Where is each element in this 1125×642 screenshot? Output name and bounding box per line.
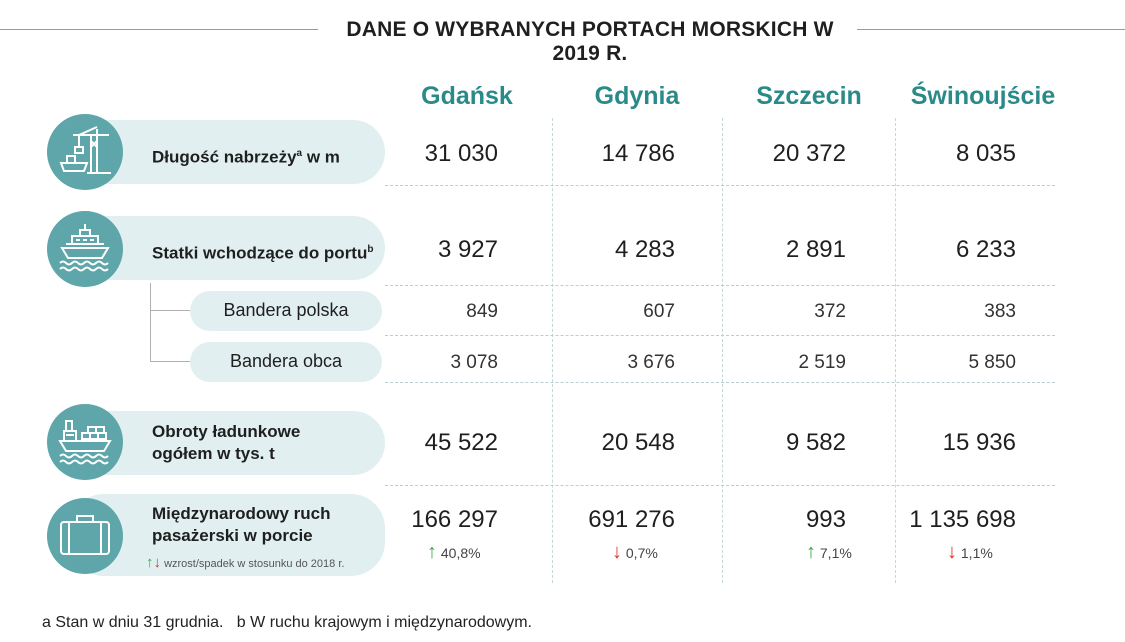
change-indicator: ↑ 7,1% — [806, 541, 852, 563]
value-cell: 1 135 698 — [909, 506, 1016, 533]
value-cell: 383 — [984, 301, 1016, 322]
value-cell: 849 — [466, 301, 498, 322]
arrow-up-icon: ↑ — [806, 541, 816, 563]
value-cell: 9 582 — [785, 429, 846, 456]
city-header-gdynia: Gdynia — [594, 82, 680, 110]
crane-ship-icon — [57, 125, 113, 180]
value-cell: 8 035 — [955, 140, 1016, 167]
row-label-quay: Długość nabrzeżya w m — [152, 147, 340, 167]
page-title: DANE O WYBRANYCH PORTACH MORSKICH W 2019… — [346, 18, 834, 65]
city-header-szczecin: Szczecin — [756, 82, 862, 110]
value-cell: 6 233 — [955, 236, 1016, 263]
suitcase-icon — [57, 512, 113, 561]
row-icon-circle — [47, 404, 123, 480]
row-icon-circle — [47, 498, 123, 574]
row-divider — [385, 382, 1055, 383]
value-cell: 2 891 — [785, 236, 846, 263]
tree-connector — [150, 361, 190, 362]
tree-connector — [150, 310, 190, 311]
row-icon-circle — [47, 211, 123, 287]
value-cell: 3 676 — [627, 352, 675, 373]
value-cell: 20 372 — [772, 140, 846, 167]
row-label-cargo: Obroty ładunkowe ogółem w tys. t — [152, 422, 301, 463]
city-header-swinoujscie: Świnoujście — [910, 82, 1056, 110]
trend-arrows-legend: ↑↓ — [146, 554, 161, 571]
subrow-label-flag-pl: Bandera polska — [223, 300, 349, 320]
value-cell: 166 297 — [411, 506, 498, 533]
value-cell: 31 030 — [424, 140, 498, 167]
value-cell: 5 850 — [968, 352, 1016, 373]
value-cell: 3 078 — [450, 352, 498, 373]
row-divider — [385, 335, 1055, 336]
subrow-pill-flag-foreign — [190, 342, 382, 382]
value-cell: 14 786 — [601, 140, 675, 167]
row-divider — [385, 185, 1055, 186]
change-indicator: ↓ 1,1% — [947, 541, 993, 563]
tree-connector — [150, 283, 151, 361]
cargo-ship-icon — [56, 415, 114, 470]
subrow-pill-flag-pl — [190, 291, 382, 331]
column-divider — [722, 118, 723, 583]
value-cell: 20 548 — [601, 429, 675, 456]
trend-legend: ↑↓ wzrost/spadek w stosunku do 2018 r. — [146, 554, 345, 571]
value-cell: 607 — [643, 301, 675, 322]
value-cell: 691 276 — [588, 506, 675, 533]
value-cell: 2 519 — [798, 352, 846, 373]
value-cell: 45 522 — [424, 429, 498, 456]
column-divider — [895, 118, 896, 583]
row-divider — [385, 285, 1055, 286]
row-divider — [385, 485, 1055, 486]
column-divider — [552, 118, 553, 583]
change-indicator: ↑ 40,8% — [427, 541, 481, 563]
title-rule-left — [0, 29, 318, 30]
footnote: a Stan w dniu 31 grudnia. b W ruchu kraj… — [42, 614, 532, 631]
value-cell: 3 927 — [437, 236, 498, 263]
change-indicator: ↓ 0,7% — [612, 541, 658, 563]
value-cell: 15 936 — [942, 429, 1016, 456]
title-rule-right — [857, 29, 1125, 30]
arrow-down-icon: ↓ — [612, 541, 622, 563]
ship-on-waves-icon — [56, 222, 114, 277]
arrow-down-icon: ↓ — [947, 541, 957, 563]
city-header-gdansk: Gdańsk — [421, 82, 513, 110]
row-icon-circle — [47, 114, 123, 190]
row-label-passengers: Międzynarodowy ruch pasażerski w porcie — [152, 504, 331, 545]
value-cell: 4 283 — [614, 236, 675, 263]
arrow-up-icon: ↑ — [427, 541, 437, 563]
subrow-label-flag-foreign: Bandera obca — [229, 351, 343, 371]
value-cell: 372 — [814, 301, 846, 322]
row-label-ships: Statki wchodzące do portub — [152, 243, 374, 263]
value-cell: 993 — [805, 506, 846, 533]
